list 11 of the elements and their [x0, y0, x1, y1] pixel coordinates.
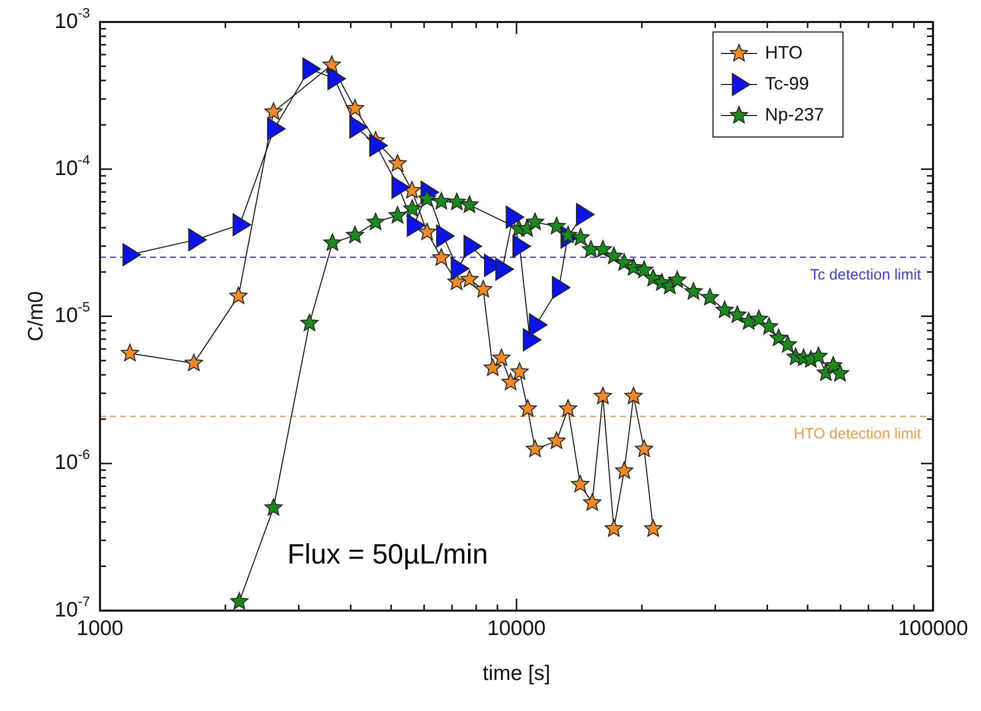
legend-label: HTO — [765, 42, 803, 62]
ref-line-label: Tc detection limit — [810, 266, 922, 284]
y-axis-title: C/m0 — [24, 291, 48, 342]
x-axis-title: time [s] — [482, 662, 550, 686]
annotation: Flux = 50µL/min — [287, 538, 488, 570]
legend-label: Np-237 — [765, 104, 824, 124]
x-tick-label: 1000 — [76, 616, 124, 640]
ref-line-label: HTO detection limit — [794, 425, 922, 442]
x-tick-label: 100000 — [898, 616, 968, 640]
x-tick-label: 10000 — [487, 616, 546, 640]
legend-label: Tc-99 — [765, 73, 810, 94]
